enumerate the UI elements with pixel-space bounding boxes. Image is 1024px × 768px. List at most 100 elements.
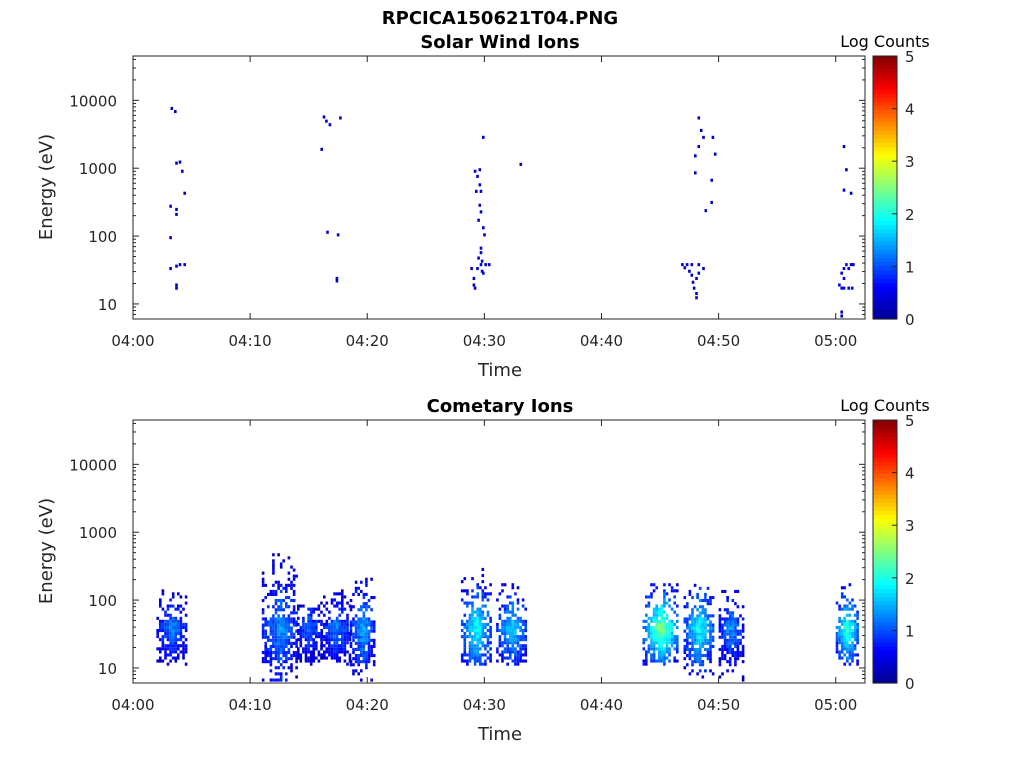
heatmap-cell	[349, 608, 353, 612]
heatmap-cell	[657, 613, 661, 617]
heatmap-cell	[292, 599, 296, 603]
heatmap-cell	[728, 611, 732, 615]
heatmap-cell	[164, 619, 167, 623]
heatmap-cell	[279, 602, 283, 606]
heatmap-cell	[471, 613, 474, 617]
heatmap-cell	[309, 656, 313, 660]
heatmap-cell	[516, 641, 520, 645]
heatmap-cell	[338, 632, 341, 636]
heatmap-cell	[277, 553, 280, 557]
heatmap-cell	[673, 610, 676, 614]
heatmap-cell	[851, 632, 854, 636]
heatmap-cell	[645, 662, 648, 666]
heatmap-cell	[161, 638, 165, 642]
heatmap-cell	[476, 656, 479, 660]
heatmap-cell	[352, 657, 355, 661]
colorbar-segment	[873, 514, 897, 520]
heatmap-cell	[486, 644, 490, 648]
heatmap-cell	[498, 644, 502, 648]
heatmap-cell	[848, 607, 852, 611]
heatmap-cell	[709, 602, 712, 606]
heatmap-cell	[312, 659, 315, 663]
heatmap-cell	[277, 599, 280, 603]
heatmap-cell	[295, 654, 298, 658]
y-tick-label: 100	[88, 592, 117, 610]
heatmap-cell	[711, 638, 715, 642]
colorbar-segment	[873, 253, 897, 258]
heatmap-cell	[506, 647, 509, 651]
heatmap-cell	[161, 622, 165, 626]
colorbar-segment	[873, 588, 897, 594]
heatmap-cell	[726, 638, 729, 642]
heatmap-cell	[365, 641, 368, 645]
heatmap-cell	[362, 660, 366, 664]
heatmap-cell	[739, 629, 742, 633]
heatmap-cell	[718, 660, 722, 664]
heatmap-cell	[691, 614, 694, 618]
heatmap-cell	[471, 635, 474, 639]
heatmap-cell	[264, 620, 267, 624]
heatmap-cell	[460, 659, 464, 663]
heatmap-cell	[161, 659, 165, 663]
heatmap-cell	[309, 650, 313, 654]
heatmap-cell	[335, 616, 339, 620]
heatmap-cell	[279, 663, 283, 667]
heatmap-cell	[360, 635, 363, 639]
heatmap-cell	[676, 604, 679, 608]
heatmap-cell	[315, 632, 318, 636]
heatmap-cell	[665, 638, 669, 642]
heatmap-cell	[302, 650, 305, 654]
heatmap-cell	[486, 610, 490, 614]
heatmap-cell	[287, 605, 291, 609]
heatmap-cell	[463, 601, 467, 605]
heatmap-cell	[299, 638, 303, 642]
heatmap-cell	[365, 626, 368, 630]
heatmap-cell	[468, 613, 472, 617]
heatmap-cell	[179, 595, 183, 599]
heatmap-cell	[695, 276, 698, 280]
heatmap-cell	[514, 613, 517, 617]
heatmap-cell	[840, 641, 844, 645]
heatmap-cell	[290, 620, 293, 624]
heatmap-cell	[503, 638, 507, 642]
heatmap-cell	[838, 604, 841, 608]
heatmap-cell	[481, 567, 485, 571]
heatmap-cell	[317, 619, 321, 623]
heatmap-cell	[261, 577, 265, 581]
heatmap-cell	[320, 147, 323, 151]
heatmap-cell	[843, 647, 846, 651]
heatmap-cell	[842, 188, 846, 192]
heatmap-cell	[838, 629, 841, 633]
heatmap-cell	[514, 647, 517, 651]
colorbar-segment	[873, 658, 897, 664]
heatmap-cell	[274, 611, 278, 615]
heatmap-cell	[668, 604, 671, 608]
heatmap-cell	[660, 650, 664, 654]
heatmap-cell	[496, 659, 499, 663]
heatmap-cell	[282, 614, 285, 618]
colorbar-segment	[873, 572, 897, 577]
heatmap-cell	[354, 647, 358, 651]
heatmap-cell	[848, 613, 852, 617]
heatmap-cell	[171, 629, 175, 633]
heatmap-cell	[503, 650, 507, 654]
colorbar-segment	[873, 436, 897, 442]
heatmap-cell	[655, 613, 658, 617]
heatmap-cell	[362, 657, 366, 661]
heatmap-cell	[471, 622, 474, 626]
colorbar-segment	[873, 621, 897, 627]
colorbar-segment	[873, 68, 897, 74]
plot-frame	[132, 55, 866, 320]
heatmap-cell	[330, 632, 334, 636]
heatmap-cell	[307, 613, 310, 617]
colorbar-segment	[873, 175, 897, 180]
heatmap-cell	[673, 641, 676, 645]
heatmap-cell	[320, 638, 323, 642]
heatmap-cell	[479, 616, 482, 620]
panel-solar-wind: Solar Wind Ions 04:00 04:10 04:20 04:30 04:4…	[36, 32, 930, 381]
heatmap-cell	[734, 617, 737, 621]
heatmap-cell	[261, 571, 265, 575]
heatmap-cell	[468, 659, 472, 663]
colorbar-segment	[873, 535, 897, 540]
